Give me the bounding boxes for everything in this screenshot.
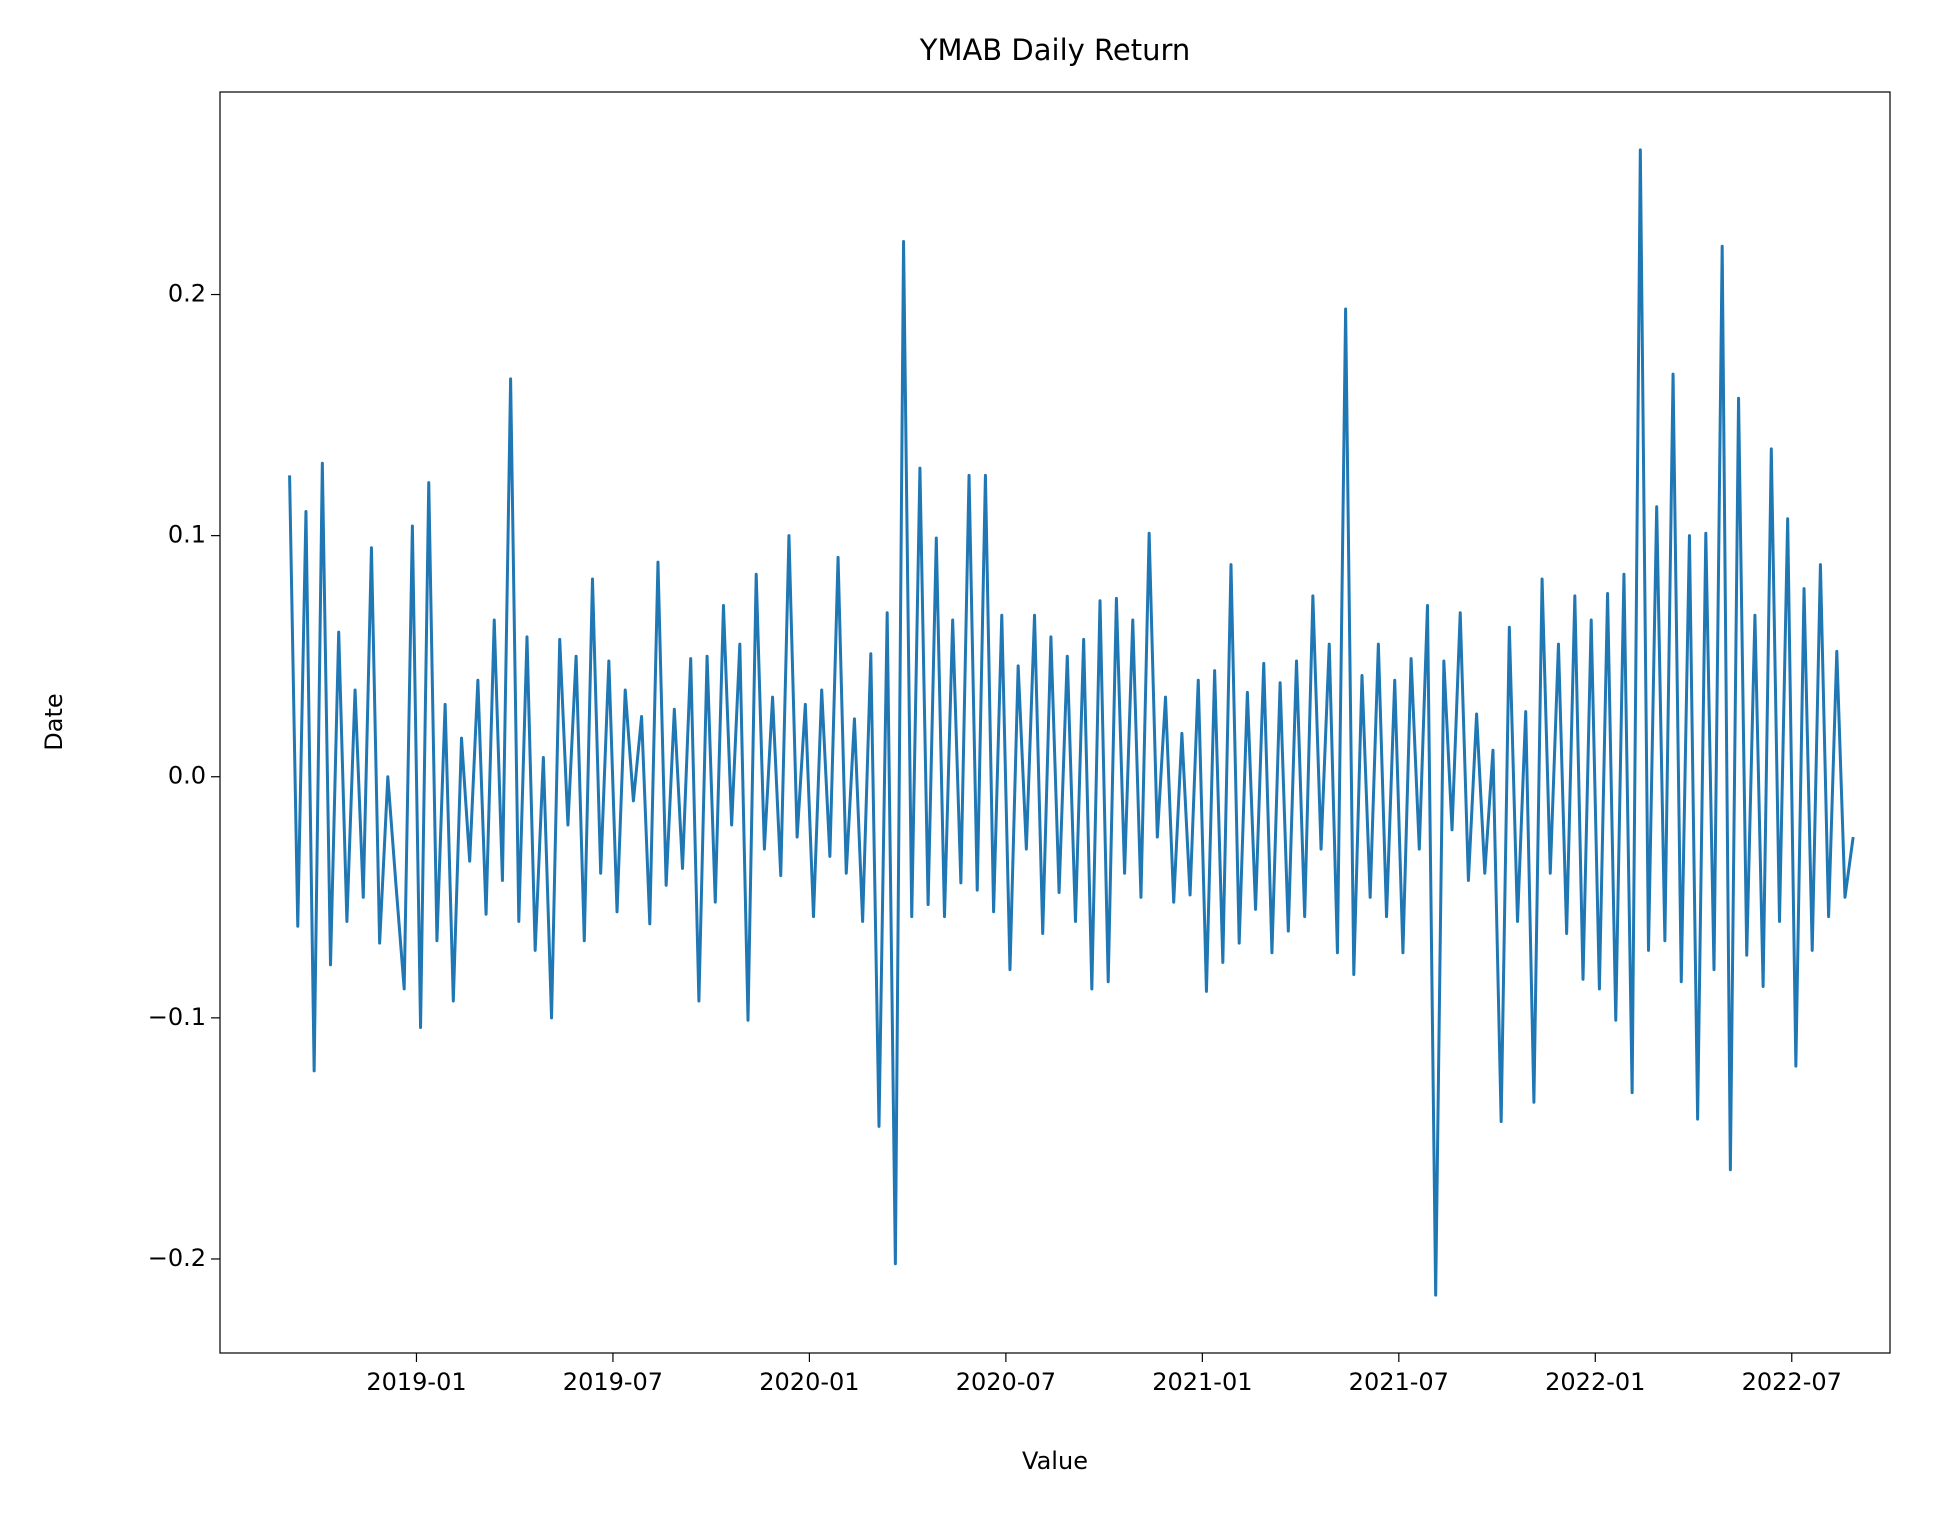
y-tick-label: 0.2 (168, 280, 206, 308)
y-tick-label: −0.1 (148, 1003, 206, 1031)
y-tick-label: 0.0 (168, 762, 206, 790)
chart-title: YMAB Daily Return (919, 33, 1191, 67)
y-tick-label: 0.1 (168, 521, 206, 549)
x-tick-label: 2022-01 (1545, 1368, 1645, 1396)
y-axis-label: Date (40, 693, 68, 750)
line (288, 148, 1855, 1297)
x-tick-label: 2021-01 (1152, 1368, 1252, 1396)
x-tick-label: 2019-01 (366, 1368, 466, 1396)
x-axis-label: Value (1022, 1447, 1088, 1475)
x-tick-label: 2020-07 (956, 1368, 1056, 1396)
plot-frame (219, 91, 1891, 1354)
x-tick-label: 2020-01 (759, 1368, 859, 1396)
y-tick-label: −0.2 (148, 1244, 206, 1272)
x-tick-label: 2022-07 (1742, 1368, 1842, 1396)
x-tick-label: 2019-07 (563, 1368, 663, 1396)
x-tick-label: 2021-07 (1349, 1368, 1449, 1396)
